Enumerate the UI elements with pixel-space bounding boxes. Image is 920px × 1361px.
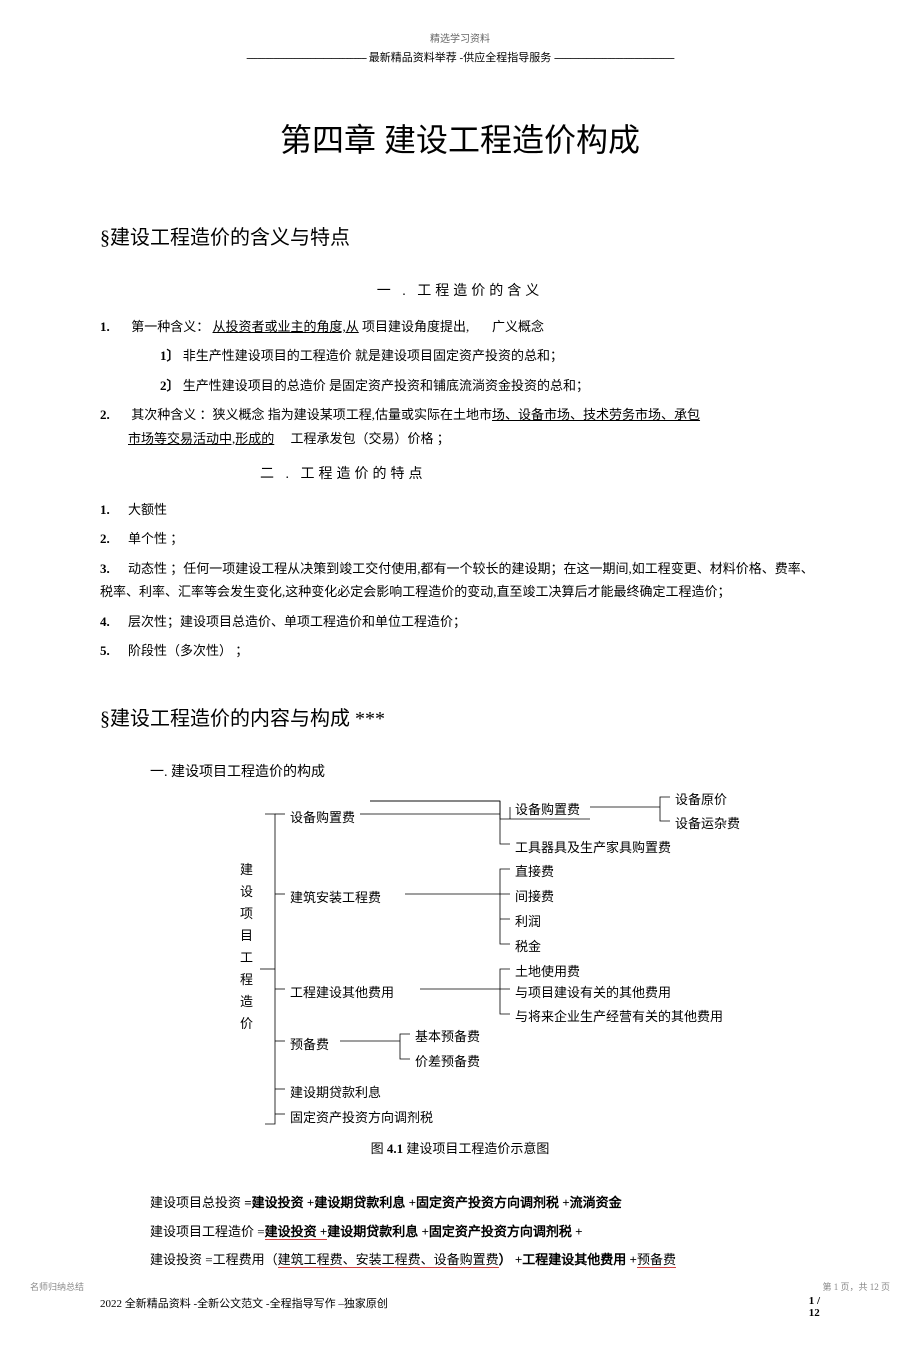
list-sub-item: 2〕 生产性建设项目的总造价 是固定资产投资和铺底流淌资金投资的总和； [100, 374, 820, 397]
node-equipment-fee: 设备购置费 [515, 799, 580, 818]
item-num: 1. [100, 315, 128, 338]
diagram-title: 一. 建设项目工程造价的构成 [150, 761, 820, 781]
meaning-list: 1. 第一种含义： 从投资者或业主的角度,从 项目建设角度提出, 广义概念 1〕… [100, 315, 820, 450]
chapter-title: 第四章 建设工程造价构成 [100, 115, 820, 161]
item-num: 3. [100, 557, 128, 580]
node-basic-reserve: 基本预备费 [415, 1026, 480, 1045]
item-num: 4. [100, 610, 128, 633]
list-item: 1.大额性 [100, 498, 820, 521]
sub-heading-1: 一 . 工程造价的含义 [100, 280, 820, 300]
banner-text-right: -供应全程指导服务 [460, 52, 552, 64]
f3-a: 建设投资 =工程费用（ [150, 1252, 278, 1267]
footer-right: 1 / 12 [809, 1295, 820, 1319]
f2-a: 建设项目工程造价 = [150, 1224, 265, 1239]
node-equipment-trans: 设备运杂费 [675, 813, 740, 832]
formula-2: 建设项目工程造价 =建设投资 +建设期贷款利息 +固定资产投资方向调剂税 + [150, 1218, 820, 1247]
list-item: 2. 其次种含义 ：狭义概念 指为建设某项工程,估量或实际在土地市场、设备市场、… [100, 403, 820, 450]
node-proj-other: 与项目建设有关的其他费用 [515, 982, 671, 1001]
bottom-right-note: 第 1 页，共 12 页 [822, 1280, 890, 1293]
item-underline: 场、设备市场、技术劳务市场、承包 [492, 407, 700, 422]
f1-b: =建设投资 +建设期贷款利息 +固定资产投资方向调剂税 +流淌资金 [244, 1195, 621, 1210]
dash-right: ----------------------------------------… [554, 52, 674, 64]
node-profit: 利润 [515, 911, 541, 930]
banner: ----------------------------------------… [100, 49, 820, 65]
node-ent-other: 与将来企业生产经营有关的其他费用 [515, 1006, 723, 1025]
f2-b: 建设期贷款利息 +固定资产投资方向调剂税 + [327, 1224, 582, 1239]
list-item: 5.阶段性（多次性） ； [100, 639, 820, 662]
cap-b: 4.1 [387, 1141, 403, 1156]
f3-u2: 预备费 [637, 1252, 676, 1268]
item-text: 大额性 [128, 502, 167, 517]
item-text: 动态性 ；任何一项建设工程从决策到竣工交付使用,都有一个较长的建设期；在这一期间… [100, 561, 814, 599]
cap-a: 图 [371, 1141, 387, 1156]
sub-heading-2: 二 . 工程造价的特点 [100, 463, 820, 483]
page-total: 12 [809, 1307, 820, 1319]
sub-num: 2〕 [160, 378, 180, 393]
node-fixed-tax: 固定资产投资方向调剂税 [290, 1107, 433, 1126]
item-text: 层次性；建设项目总造价、单项工程造价和单位工程造价； [128, 614, 466, 629]
sub-text: 非生产性建设项目的工程造价 就是建设项目固定资产投资的总和； [183, 348, 563, 363]
node-diff-reserve: 价差预备费 [415, 1051, 480, 1070]
node-equipment-orig: 设备原价 [675, 789, 727, 808]
node-tax: 税金 [515, 936, 541, 955]
formula-3: 建设投资 =工程费用（建筑工程费、安装工程费、设备购置费） +工程建设其他费用 … [150, 1246, 820, 1275]
page-num: 1 / [809, 1295, 820, 1307]
list-item: 1. 第一种含义： 从投资者或业主的角度,从 项目建设角度提出, 广义概念 [100, 315, 820, 338]
node-loan-interest: 建设期贷款利息 [290, 1082, 381, 1101]
f3-b: ） +工程建设其他费用 + [499, 1252, 637, 1267]
item-text: 项目建设角度提出, [362, 319, 469, 334]
node-land: 土地使用费 [515, 961, 580, 980]
list-item: 3.动态性 ；任何一项建设工程从决策到竣工交付使用,都有一个较长的建设期；在这一… [100, 557, 820, 604]
page-footer: 2022 全新精品资料 -全新公文范文 -全程指导写作 –独家原创 1 / 12 [100, 1295, 820, 1311]
node-tools: 工具器具及生产家具购置费 [515, 837, 671, 856]
node-reserve: 预备费 [290, 1034, 329, 1053]
node-indirect: 间接费 [515, 886, 554, 905]
item-text: 单个性 ； [128, 531, 183, 546]
footer-left: 2022 全新精品资料 -全新公文范文 -全程指导写作 –独家原创 [100, 1295, 388, 1311]
diagram-lines [100, 789, 820, 1149]
f2-u: 建设投资 + [265, 1224, 328, 1240]
list-item: 4.层次性；建设项目总造价、单项工程造价和单位工程造价； [100, 610, 820, 633]
diagram-root-label: 建设项目工程造价 [240, 859, 256, 1035]
item-text: 第一种含义： [131, 319, 209, 334]
figure-caption: 图 4.1 建设项目工程造价示意图 [100, 1138, 820, 1157]
f1-a: 建设项目总投资 [150, 1195, 244, 1210]
node-construction: 建筑安装工程费 [290, 887, 381, 906]
item-text: 阶段性（多次性） ； [128, 643, 248, 658]
banner-text-left: 最新精品资料举荐 [369, 52, 457, 64]
formula-1: 建设项目总投资 =建设投资 +建设期贷款利息 +固定资产投资方向调剂税 +流淌资… [150, 1189, 820, 1218]
node-equipment: 设备购置费 [290, 807, 355, 826]
f3-u1: 建筑工程费、安装工程费、设备购置费 [278, 1252, 499, 1268]
item-num: 2. [100, 403, 128, 426]
cost-structure-diagram: 建设项目工程造价 设备购置费 设备购置费 设备原价 设备运杂费 工具器具及生产家… [100, 789, 820, 1169]
feature-list: 1.大额性 2.单个性 ； 3.动态性 ；任何一项建设工程从决策到竣工交付使用,… [100, 498, 820, 662]
section1-title: §建设工程造价的含义与特点 [100, 221, 820, 250]
item-text: 广义概念 [492, 319, 544, 334]
bottom-left-note: 名师归纳总结 [30, 1280, 84, 1293]
node-direct: 直接费 [515, 861, 554, 880]
sub-text: 生产性建设项目的总造价 是固定资产投资和铺底流淌资金投资的总和； [183, 378, 589, 393]
item-underline: 从投资者或业主的角度,从 [213, 319, 359, 334]
item-underline: 市场等交易活动中,形成的 [100, 431, 274, 446]
top-header: 精选学习资料 [100, 30, 820, 45]
list-sub-item: 1〕 非生产性建设项目的工程造价 就是建设项目固定资产投资的总和； [100, 344, 820, 367]
item-num: 5. [100, 639, 128, 662]
item-num: 1. [100, 498, 128, 521]
item-num: 2. [100, 527, 128, 550]
node-other: 工程建设其他费用 [290, 982, 394, 1001]
item-text: 其次种含义 ：狭义概念 指为建设某项工程,估量或实际在土地市 [131, 407, 492, 422]
list-item: 2.单个性 ； [100, 527, 820, 550]
section2-title: §建设工程造价的内容与构成 *** [100, 702, 820, 731]
sub-num: 1〕 [160, 348, 180, 363]
item-text: 工程承发包（交易）价格 ； [291, 431, 450, 446]
dash-left: ----------------------------------------… [246, 52, 366, 64]
cap-c: 建设项目工程造价示意图 [403, 1141, 549, 1156]
